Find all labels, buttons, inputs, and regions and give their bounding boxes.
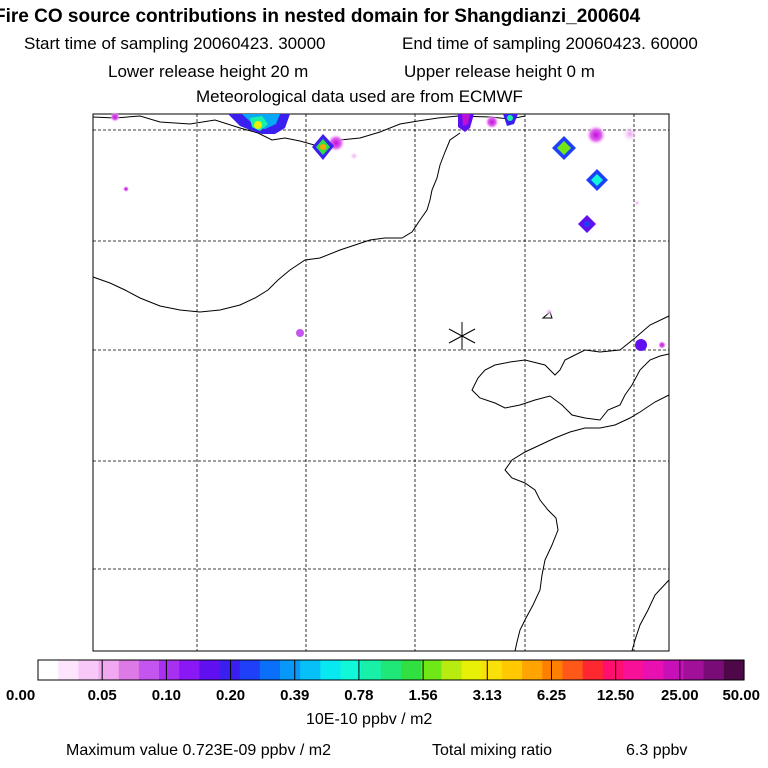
colorbar-cell	[179, 660, 200, 680]
colorbar-cell	[663, 660, 685, 680]
colorbar-tick-label: 0.20	[216, 687, 245, 704]
colorbar-cell	[320, 660, 342, 680]
colorbar-cell	[280, 660, 301, 680]
receptor-marker-icon	[448, 322, 476, 350]
colorbar-cell	[219, 660, 241, 680]
graticule	[93, 114, 669, 651]
colorbar-cell	[683, 660, 705, 680]
colorbar-cell	[461, 660, 483, 680]
total-mixing-ratio-label: Total mixing ratio	[432, 742, 553, 759]
source-blob	[350, 152, 358, 160]
source-blob	[254, 121, 262, 129]
source-blob	[110, 112, 120, 122]
maximum-value: Maximum value 0.723E-09 ppbv / m2	[66, 742, 332, 759]
source-blob	[635, 339, 647, 351]
source-blob	[545, 308, 553, 316]
colorbar-cell	[501, 660, 523, 680]
source-blob	[586, 125, 606, 145]
source-blob	[123, 186, 129, 192]
colorbar-frame	[37, 659, 745, 681]
upper-height-label: Upper release height 0 m	[404, 62, 595, 81]
colorbar-tick-label: 0.00	[6, 687, 35, 704]
coastline	[471, 315, 670, 421]
colorbar-tick-label: 25.00	[661, 687, 699, 704]
colorbar-cell	[239, 660, 261, 680]
colorbar-cell	[401, 660, 422, 680]
colorbar-cell	[703, 660, 725, 680]
colorbar-tick-label: 1.56	[408, 687, 437, 704]
coastline	[631, 579, 670, 652]
colorbar-cell	[522, 660, 543, 680]
source-blob	[462, 114, 470, 126]
fire-sources	[110, 112, 666, 351]
coastline	[504, 394, 670, 652]
source-blob	[485, 115, 499, 129]
colorbar-cell	[300, 660, 321, 680]
colorbar-tick-label: 12.50	[597, 687, 635, 704]
coastlines	[92, 115, 670, 652]
colorbar-units: 10E-10 ppbv / m2	[306, 711, 433, 728]
colorbar-cell	[421, 660, 443, 680]
colorbar-tick-label: 6.25	[537, 687, 566, 704]
source-blob	[557, 141, 571, 155]
colorbar-cell	[643, 660, 664, 680]
colorbar	[38, 660, 745, 680]
colorbar-cell	[340, 660, 362, 680]
colorbar-tick-label: 0.10	[152, 687, 181, 704]
colorbar-tick-label: 50.00	[722, 687, 760, 704]
colorbar-tick-label: 3.13	[473, 687, 502, 704]
colorbar-cell	[481, 660, 503, 680]
colorbar-cell	[542, 660, 564, 680]
source-blob	[320, 144, 326, 150]
colorbar-cell	[441, 660, 463, 680]
colorbar-cell	[199, 660, 221, 680]
end-time-label: End time of sampling 20060423. 60000	[402, 34, 698, 53]
total-mixing-ratio-value: 6.3 ppbv	[626, 742, 688, 759]
colorbar-cell	[380, 660, 402, 680]
colorbar-tick-label: 0.05	[88, 687, 117, 704]
colorbar-dividers	[101, 660, 681, 680]
colorbar-cell	[562, 660, 584, 680]
source-blob	[584, 221, 590, 227]
colorbar-cell	[58, 660, 79, 680]
lower-height-label: Lower release height 20 m	[108, 62, 309, 81]
source-blob	[622, 126, 638, 142]
start-time-label: Start time of sampling 20060423. 30000	[24, 34, 326, 53]
colorbar-cell	[98, 660, 120, 680]
colorbar-cell	[138, 660, 160, 680]
border-line	[92, 115, 526, 149]
colorbar-cell	[38, 660, 59, 680]
colorbar-cell	[259, 660, 281, 680]
colorbar-cell	[582, 660, 604, 680]
border-line	[92, 132, 461, 313]
colorbar-cell	[723, 660, 745, 680]
source-blob	[634, 200, 640, 206]
source-blob	[296, 329, 304, 337]
colorbar-tick-label: 0.39	[280, 687, 309, 704]
colorbar-cell	[360, 660, 382, 680]
colorbar-tick-labels: 0.00 0.05 0.10 0.20 0.39 0.78 1.56 3.13 6.25 12.5…	[6, 687, 760, 704]
source-blob	[591, 174, 603, 186]
colorbar-cell	[622, 660, 644, 680]
colorbar-cell	[78, 660, 100, 680]
map-frame	[92, 113, 670, 652]
source-blob	[507, 115, 513, 121]
met-data-label: Meteorological data used are from ECMWF	[196, 87, 523, 106]
page-title: Fire CO source contributions in nested d…	[0, 6, 641, 27]
colorbar-cell	[118, 660, 140, 680]
colorbar-cell	[159, 660, 180, 680]
colorbar-cell	[602, 660, 624, 680]
colorbar-tick-label: 0.78	[344, 687, 373, 704]
source-blob	[658, 341, 666, 349]
